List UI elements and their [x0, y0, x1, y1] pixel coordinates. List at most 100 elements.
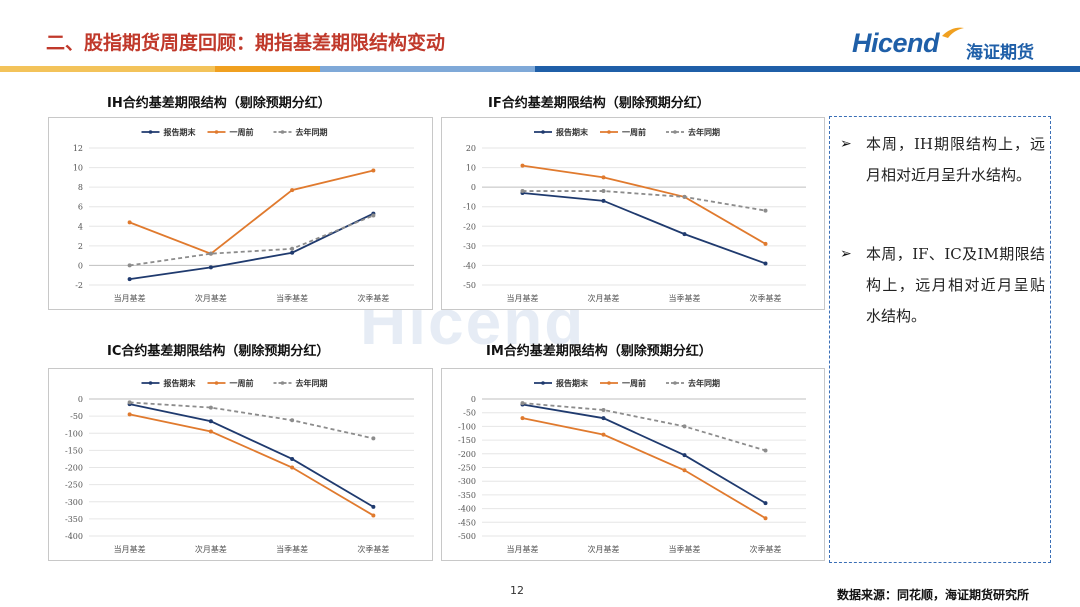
company-logo: Hicend 海证期货 [852, 26, 1062, 66]
y-tick-label: -350 [65, 515, 83, 524]
y-tick-label: -250 [458, 464, 476, 473]
y-tick-label: 0 [78, 261, 83, 270]
y-tick-label: 10 [466, 164, 476, 173]
legend-marker [541, 381, 545, 385]
data-point-report-end [371, 504, 376, 509]
y-tick-label: -250 [65, 481, 83, 490]
data-point-last-year [208, 405, 213, 410]
y-tick-label: -450 [458, 518, 476, 527]
x-tick-label: 当季基差 [669, 544, 701, 554]
legend-item-report-end: 报告期末 [141, 127, 196, 137]
legend-label: 一周前 [230, 378, 254, 388]
y-tick-label: -500 [458, 532, 476, 541]
data-point-report-end [601, 198, 606, 203]
y-tick-label: 20 [466, 144, 476, 153]
y-tick-label: -20 [463, 222, 476, 231]
data-point-last-year [520, 189, 525, 194]
y-tick-label: -300 [458, 477, 476, 486]
legend-label: 一周前 [622, 378, 646, 388]
y-tick-label: -50 [70, 412, 83, 421]
data-point-last-year [682, 194, 687, 199]
commentary-text-2: 本周，IF、IC及IM期限结构上，远月相对近月呈贴水结构。 [866, 245, 1045, 325]
x-tick-label: 次月基差 [588, 293, 620, 303]
legend-item-week-ago: 一周前 [600, 127, 646, 137]
y-tick-label: 0 [471, 395, 476, 404]
commentary-item-2: ➢ 本周，IF、IC及IM期限结构上，远月相对近月呈贴水结构。 [840, 239, 1045, 332]
y-tick-label: 8 [78, 183, 83, 192]
legend-label: 去年同期 [296, 378, 328, 388]
series-line-report-end [129, 212, 374, 281]
legend-marker [214, 130, 219, 134]
data-point-last-year [208, 251, 213, 256]
y-tick-label: -150 [65, 446, 83, 455]
series-line-last-year [522, 402, 766, 452]
x-tick-label: 次季基差 [750, 293, 782, 303]
y-tick-label: -40 [463, 261, 476, 270]
header-color-bar [0, 66, 1080, 72]
data-point-week-ago [763, 516, 768, 521]
y-tick-label: -300 [65, 498, 83, 507]
x-tick-label: 次季基差 [750, 544, 782, 554]
data-point-week-ago [127, 412, 132, 417]
data-point-report-end [682, 453, 687, 458]
legend-item-last-year: 去年同期 [273, 378, 328, 388]
y-tick-label: -50 [463, 281, 476, 290]
legend-marker [214, 381, 219, 385]
data-point-report-end [682, 232, 687, 237]
data-point-report-end [208, 419, 213, 424]
legend-item-week-ago: 一周前 [207, 378, 254, 388]
chart-panel-im: -500 -450 -400 -350 -300 -250 -200 -150 -100 -50 0… [441, 368, 825, 561]
y-tick-label: -100 [65, 429, 83, 438]
y-tick-label: 0 [471, 183, 476, 192]
data-point-report-end [127, 277, 132, 282]
logo-swoosh-icon [942, 27, 964, 38]
x-tick-label: 当月基差 [507, 544, 539, 554]
page-number: 12 [510, 584, 524, 597]
data-point-report-end [290, 456, 295, 461]
x-tick-label: 当季基差 [276, 544, 308, 554]
data-point-report-end [763, 261, 768, 266]
legend-marker [148, 381, 153, 385]
data-point-week-ago [601, 175, 606, 180]
data-point-last-year [601, 189, 606, 194]
y-tick-label: 4 [78, 222, 83, 231]
chart-if: -50 -40 -30 -20 -10 0 10 20 当月基差 次月基差 当季基差 次季基差 报告期末… [463, 127, 806, 303]
series-line-last-year [522, 190, 766, 212]
data-point-week-ago [520, 416, 525, 421]
x-tick-label: 当月基差 [507, 293, 539, 303]
data-point-last-year [601, 407, 606, 412]
data-point-report-end [208, 265, 213, 270]
legend-label: 报告期末 [556, 378, 588, 388]
data-point-last-year [763, 448, 768, 453]
legend-marker [673, 130, 677, 134]
legend-marker [148, 130, 153, 134]
data-point-report-end [763, 501, 768, 506]
x-tick-label: 次月基差 [588, 544, 620, 554]
legend-label: 一周前 [622, 127, 646, 137]
chart-panel-ih: -2 0 2 4 6 8 10 12 当月基差 次月基差 当季基差 次季基差 报告期末 一周前 去年同期 [48, 117, 433, 310]
data-point-last-year [371, 213, 376, 218]
series-line-week-ago [129, 413, 374, 517]
chart-title-im: IM合约基差期限结构（剔除预期分红） [486, 344, 712, 359]
chart-panel-ic: -400 -350 -300 -250 -200 -150 -100 -50 0 当月基差 次月基差… [48, 368, 433, 561]
legend-label: 报告期末 [164, 127, 196, 137]
series-line-report-end [522, 403, 766, 504]
bullet-arrow-icon: ➢ [840, 136, 852, 152]
legend-label: 一周前 [230, 127, 254, 137]
legend-item-last-year: 去年同期 [666, 127, 720, 137]
x-tick-label: 当季基差 [276, 293, 308, 303]
data-source: 数据来源：同花顺，海证期货研究所 [837, 588, 1030, 602]
chart-im: -500-450-400-350-300-250-200-150-100-500… [458, 378, 806, 554]
data-point-last-year [290, 246, 295, 251]
legend-marker [607, 130, 611, 134]
legend-item-report-end: 报告期末 [534, 378, 588, 388]
x-tick-label: 当月基差 [114, 293, 146, 303]
chart-title-ih: IH合约基差期限结构（剔除预期分红） [107, 96, 331, 111]
bullet-arrow-icon: ➢ [840, 246, 852, 262]
legend-label: 报告期末 [556, 127, 588, 137]
data-point-week-ago [208, 429, 213, 434]
logo-wordmark: Hicend [852, 28, 940, 58]
page-title: 二、股指期货周度回顾：期指基差期限结构变动 [46, 32, 446, 54]
legend-label: 去年同期 [296, 127, 328, 137]
data-point-last-year [682, 424, 687, 429]
